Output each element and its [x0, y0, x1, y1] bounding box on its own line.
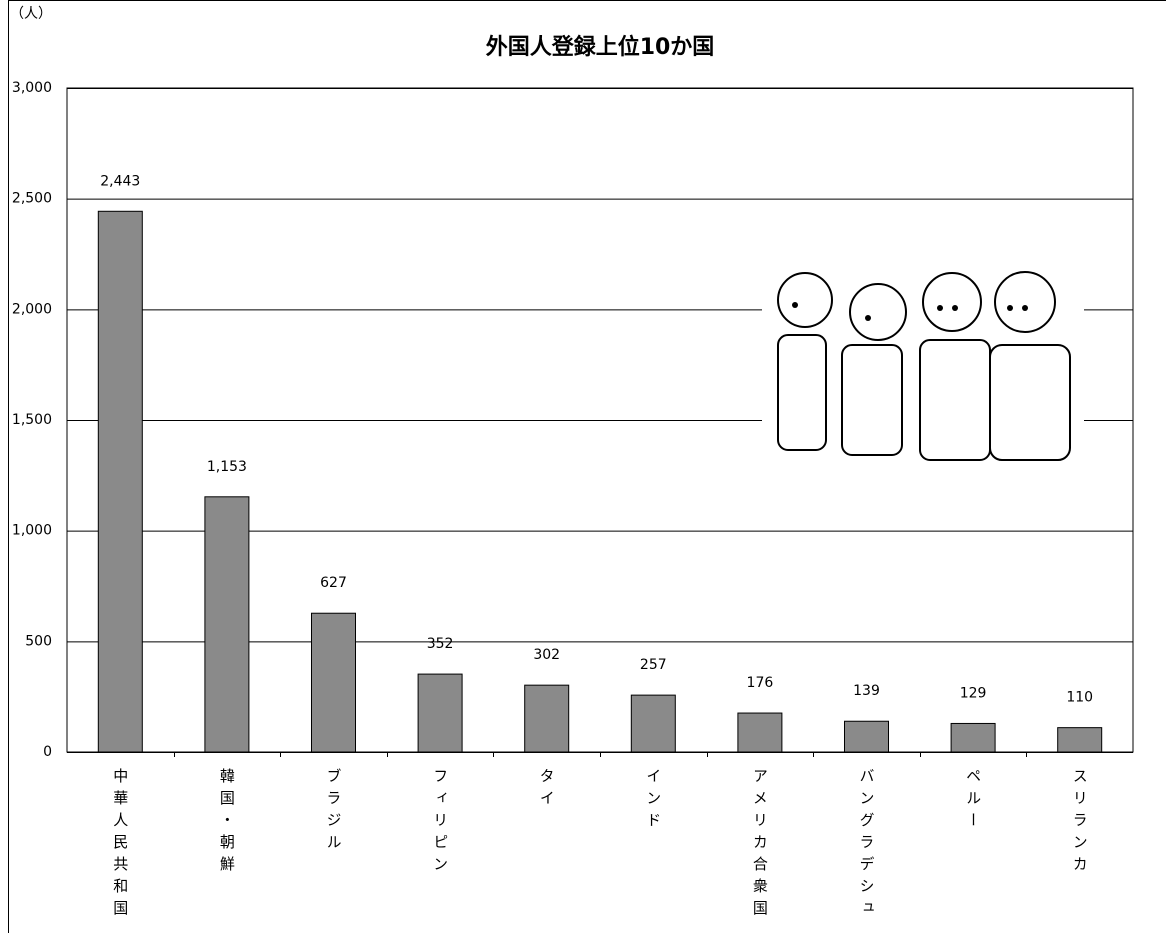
y-axis-unit: （人）: [10, 6, 52, 22]
value-label: 302: [533, 647, 560, 663]
bar: [418, 674, 462, 752]
value-label: 110: [1066, 690, 1093, 706]
bar: [845, 721, 889, 752]
x-tick-label: バングラデシュ: [858, 768, 876, 922]
value-label: 129: [960, 685, 987, 701]
bar: [205, 497, 249, 752]
value-label: 139: [853, 683, 880, 699]
value-label: 2,443: [100, 173, 140, 189]
illustration: [762, 255, 1084, 487]
chart-title: 外国人登録上位10か国: [486, 34, 715, 60]
value-label: 352: [427, 636, 454, 652]
x-tick-label: フィリピン: [431, 768, 449, 878]
bar: [738, 713, 782, 752]
x-tick-label: スリランカ: [1071, 768, 1089, 878]
x-tick-label: アメリカ合衆国: [751, 768, 769, 922]
x-tick-label: ブラジル: [325, 768, 343, 856]
y-tick-label: 2,000: [12, 301, 52, 317]
bar: [312, 613, 356, 752]
x-tick-label: インド: [644, 768, 662, 834]
x-tick-label: ペルー: [964, 768, 982, 834]
y-tick-label: 2,500: [12, 191, 52, 207]
value-label: 176: [747, 675, 774, 691]
chart: （人） 外国人登録上位10か国 0 500 1,000 1,500 2,000 2,500…: [0, 0, 1166, 933]
bar: [631, 695, 675, 752]
y-tick-label: 1,000: [12, 523, 52, 539]
y-tick-label: 0: [43, 744, 52, 760]
x-tick-label: 韓国・朝鮮: [218, 768, 236, 878]
bar: [1058, 728, 1102, 752]
y-tick-label: 1,500: [12, 412, 52, 428]
bar: [525, 685, 569, 752]
bar: [951, 723, 995, 752]
x-tick-label: 中華人民共和国: [111, 768, 129, 922]
y-tick-label: 3,000: [12, 80, 52, 96]
value-label: 627: [320, 575, 347, 591]
y-tick-label: 500: [25, 633, 52, 649]
value-label: 1,153: [207, 459, 247, 475]
x-tick-label: タイ: [538, 768, 556, 812]
bar: [98, 211, 142, 752]
value-label: 257: [640, 657, 667, 673]
